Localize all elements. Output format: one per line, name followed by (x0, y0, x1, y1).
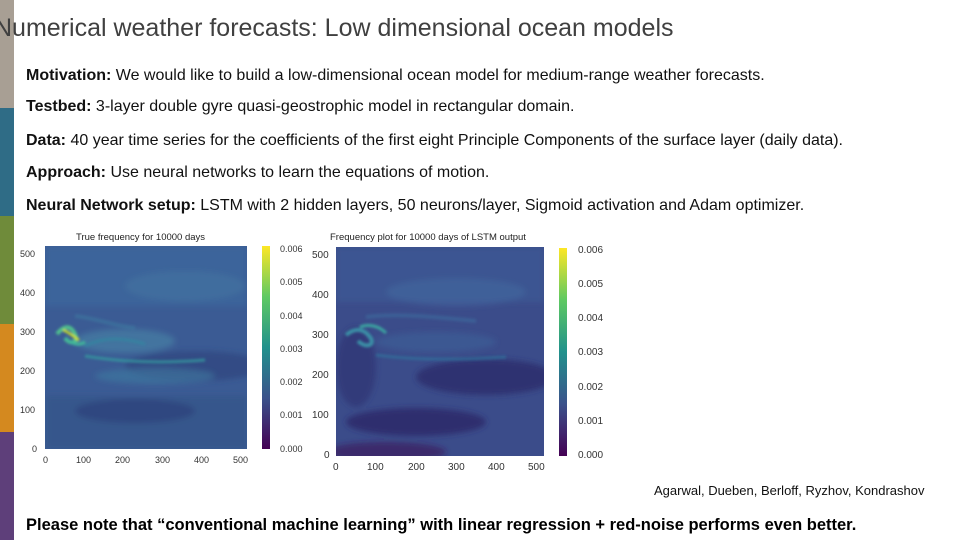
x-tick: 200 (115, 455, 131, 465)
bullet-text: Use neural networks to learn the equatio… (106, 164, 490, 181)
colorbar-tick: 0.001 (280, 410, 303, 420)
y-tick: 400 (20, 288, 36, 298)
bullet-label: Data: (26, 132, 67, 149)
bullet-label: Testbed: (26, 98, 92, 115)
bullet-label: Approach: (26, 164, 106, 181)
x-tick: 400 (488, 462, 505, 473)
bullet-testbed: Testbed: 3-layer double gyre quasi-geost… (26, 98, 574, 116)
bullet-text: 3-layer double gyre quasi-geostrophic mo… (91, 98, 575, 115)
heatmap-title: True frequency for 10000 days (76, 232, 206, 243)
x-tick: 300 (448, 462, 465, 473)
bullet-motivation: Motivation: We would like to build a low… (26, 67, 765, 85)
footnote: Please note that “conventional machine l… (26, 516, 857, 534)
heatmap-plot-area (336, 247, 544, 456)
y-tick: 0 (324, 450, 330, 461)
stripe-1 (0, 0, 14, 108)
slide-title: Numerical weather forecasts: Low dimensi… (0, 14, 674, 42)
colorbar-tick: 0.006 (578, 245, 604, 256)
x-tick: 400 (194, 455, 210, 465)
colorbar-tick: 0.003 (280, 344, 303, 354)
colorbar (262, 246, 270, 449)
colorbar-tick: 0.004 (280, 311, 303, 321)
colorbar-tick: 0.005 (578, 279, 604, 290)
stripe-4 (0, 324, 14, 432)
colorbar-tick: 0.002 (578, 382, 604, 393)
x-tick: 0 (333, 462, 339, 473)
bullet-label: Motivation: (26, 67, 112, 84)
x-tick: 200 (408, 462, 425, 473)
colorbar-tick: 0.000 (280, 444, 303, 454)
colorbar-tick: 0.001 (578, 416, 604, 427)
colorbar-tick: 0.003 (578, 347, 604, 358)
bullet-data: Data: 40 year time series for the coeffi… (26, 132, 843, 150)
x-tick: 100 (367, 462, 384, 473)
y-tick: 0 (32, 444, 38, 454)
y-tick: 200 (312, 370, 329, 381)
bullet-approach: Approach: Use neural networks to learn t… (26, 164, 489, 182)
y-tick: 200 (20, 366, 36, 376)
y-tick: 300 (20, 327, 36, 337)
heatmap-field (45, 246, 247, 449)
x-tick: 500 (528, 462, 545, 473)
y-tick: 400 (312, 290, 329, 301)
x-tick: 100 (76, 455, 92, 465)
y-tick: 500 (312, 250, 329, 261)
y-tick: 300 (312, 330, 329, 341)
colorbar-tick: 0.004 (578, 313, 604, 324)
bullet-text: We would like to build a low-dimensional… (111, 67, 765, 84)
bullet-label: Neural Network setup: (26, 197, 196, 214)
author-credit: Agarwal, Dueben, Berloff, Ryzhov, Kondra… (654, 483, 925, 498)
bullet-nn-setup: Neural Network setup: LSTM with 2 hidden… (26, 197, 804, 215)
colorbar (559, 248, 567, 456)
bullet-text: 40 year time series for the coefficients… (66, 132, 843, 149)
x-tick: 0 (43, 455, 49, 465)
colorbar-tick: 0.000 (578, 450, 604, 461)
stripe-5 (0, 432, 14, 540)
x-tick: 500 (233, 455, 249, 465)
heatmap-plot-area (45, 246, 247, 449)
y-tick: 500 (20, 249, 36, 259)
colorbar-tick: 0.002 (280, 377, 303, 387)
colorbar-tick: 0.006 (280, 244, 303, 254)
stripe-2 (0, 108, 14, 216)
y-tick: 100 (312, 410, 329, 421)
y-tick: 100 (20, 405, 36, 415)
heatmap-field (336, 247, 544, 456)
stripe-3 (0, 216, 14, 324)
x-tick: 300 (155, 455, 171, 465)
colorbar-tick: 0.005 (280, 277, 303, 287)
heatmap-title: Frequency plot for 10000 days of LSTM ou… (330, 232, 526, 243)
bullet-text: LSTM with 2 hidden layers, 50 neurons/la… (195, 197, 805, 214)
